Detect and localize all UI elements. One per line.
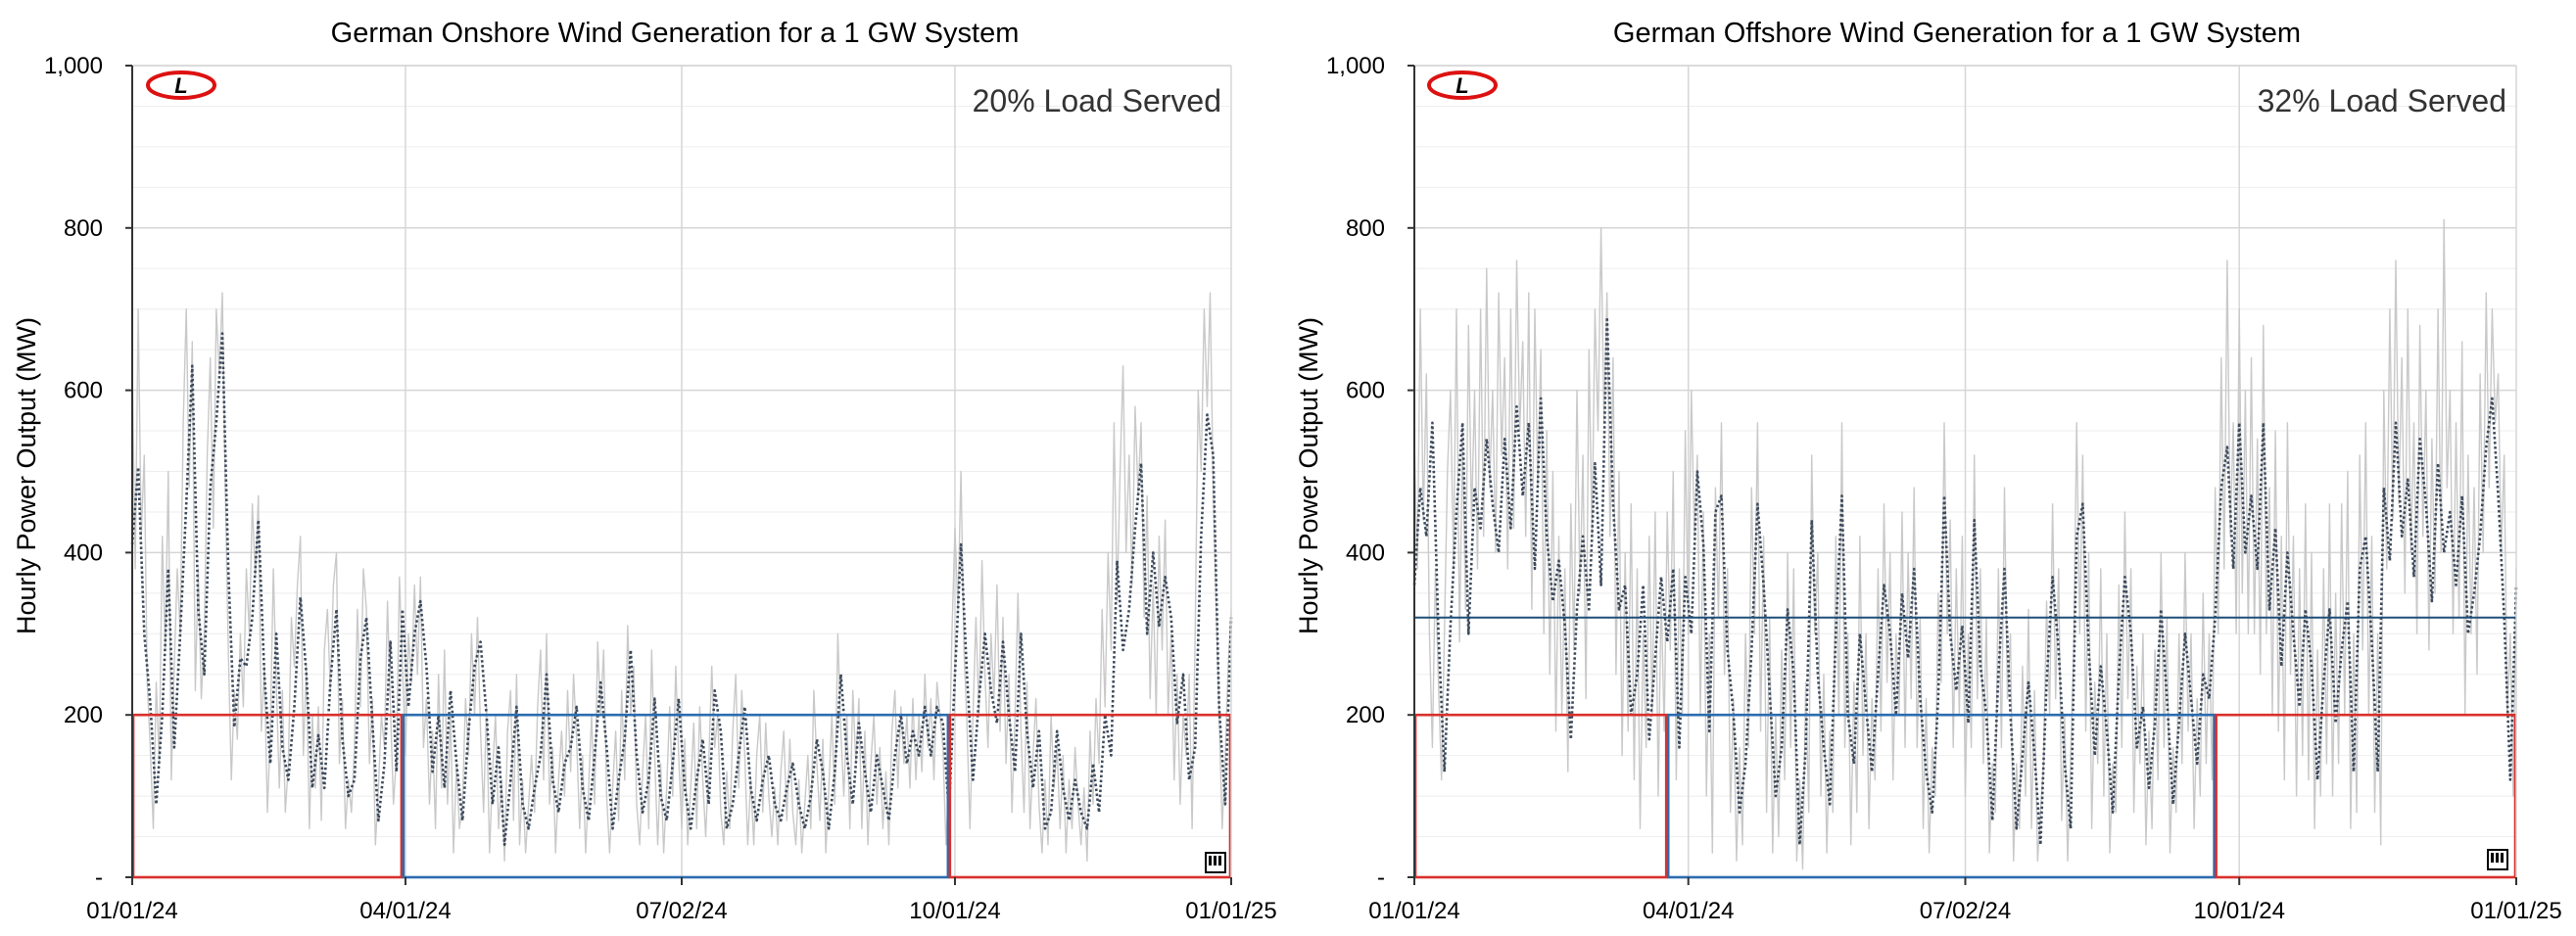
blue-season-box [402,713,950,879]
x-tick-label: 01/01/24 [1368,898,1459,924]
company-logo: L [1427,70,1498,100]
y-tick-label: 800 [64,215,103,242]
logo-letter: L [174,73,187,98]
x-tick-label: 04/01/24 [1643,898,1734,924]
chart-title: German Offshore Wind Generation for a 1 … [1613,18,2301,49]
y-tick-label: 600 [1346,378,1385,404]
y-tick-label: - [95,865,103,891]
y-tick-label: 200 [1346,702,1385,728]
x-tick-label: 01/01/24 [86,898,177,924]
y-tick-label: 800 [1346,215,1385,242]
load-served-annotation: 32% Load Served [2258,83,2506,118]
corner-bar-icon [2487,849,2508,870]
smoothed-output-series-line [1412,315,2518,847]
raw-output-series-line [131,292,1232,863]
chart-title: German Onshore Wind Generation for a 1 G… [331,18,1020,49]
y-tick-label: - [1377,865,1385,891]
x-tick-label: 10/01/24 [2194,898,2285,924]
y-tick-label: 200 [64,702,103,728]
raw-output-series-line [1413,218,2517,870]
blue-season-box [1666,713,2216,879]
y-axis-label: Hourly Power Output (MW) [12,317,41,634]
smoothed-output-series-line [130,332,1233,847]
x-tick-label: 04/01/24 [359,898,451,924]
x-tick-label: 01/01/25 [1185,898,1276,924]
x-tick-label: 07/02/24 [1920,898,2011,924]
red-season-box [2215,713,2517,879]
corner-bar-icon [1205,852,1226,873]
company-logo: L [146,70,216,100]
x-tick-label: 07/02/24 [636,898,727,924]
y-tick-label: 600 [64,378,103,404]
y-tick-label: 1,000 [44,53,103,79]
y-tick-label: 1,000 [1326,53,1385,79]
x-tick-label: 10/01/24 [909,898,1000,924]
load-served-annotation: 20% Load Served [973,83,1221,118]
y-tick-label: 400 [64,539,103,566]
y-tick-label: 400 [1346,539,1385,566]
offshore-chart: German Offshore Wind Generation for a 1 … [1294,18,2562,924]
x-tick-label: 01/01/25 [2470,898,2561,924]
logo-letter: L [1455,73,1468,98]
onshore-chart: German Onshore Wind Generation for a 1 G… [12,18,1277,924]
red-season-box [948,713,1232,879]
y-axis-label: Hourly Power Output (MW) [1294,317,1323,634]
